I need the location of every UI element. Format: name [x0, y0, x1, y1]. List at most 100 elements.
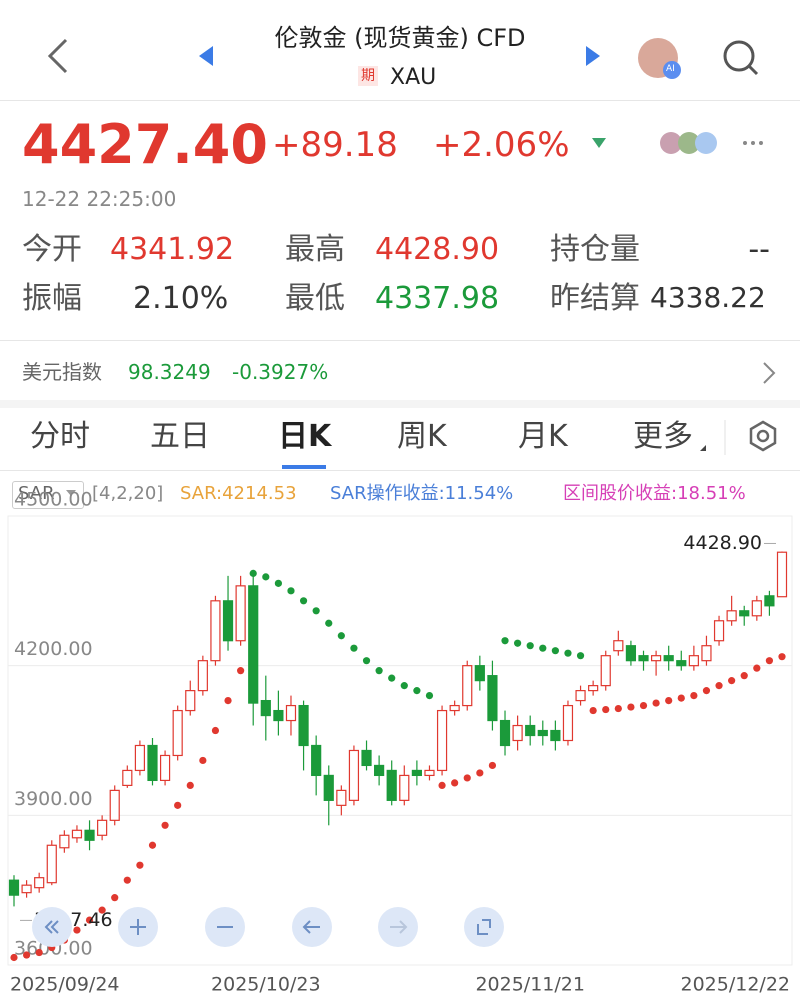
sar-dot	[514, 639, 522, 647]
more-triangle	[700, 445, 706, 451]
next-button[interactable]	[586, 46, 600, 66]
candle-body	[109, 789, 120, 821]
sar-dot	[211, 726, 220, 735]
sar-dot	[551, 647, 559, 655]
candle-body	[21, 884, 32, 894]
indicator-value: SAR:4214.53	[180, 483, 297, 504]
tab[interactable]: 月K	[518, 419, 568, 454]
candle-body	[260, 699, 271, 717]
candle-body	[399, 774, 410, 801]
sar-dot	[262, 573, 270, 581]
user-icon[interactable]	[660, 132, 682, 154]
sar-dot	[10, 953, 18, 962]
sar-dot	[438, 781, 446, 789]
settings-center	[756, 429, 770, 443]
sar-dot	[677, 694, 685, 702]
tab[interactable]: 周K	[397, 419, 447, 454]
sar-dot	[22, 951, 31, 959]
candle-body	[588, 685, 599, 692]
sar-dot	[413, 687, 421, 695]
price: 4427.40	[22, 113, 268, 176]
sar-dot	[186, 781, 194, 789]
more-dot[interactable]	[743, 141, 747, 145]
candle-body	[46, 844, 57, 884]
plot-frame	[7, 515, 793, 966]
quote-icons	[592, 132, 763, 154]
candle-body	[462, 665, 473, 707]
candle-body	[676, 660, 687, 667]
search-button[interactable]	[723, 40, 755, 72]
chart-controls	[32, 907, 504, 947]
sar-dot	[614, 704, 622, 713]
sar-dot	[388, 674, 396, 682]
candle-body	[663, 655, 674, 662]
tab[interactable]: 更多	[633, 419, 693, 454]
candle-body	[764, 595, 775, 607]
dropdown-arrow	[66, 490, 76, 496]
tab-active[interactable]: 日K	[278, 419, 332, 454]
stat-value: 4337.98	[375, 281, 500, 316]
sar-dot	[526, 642, 534, 650]
candle-body	[537, 729, 548, 737]
indicator-select[interactable]	[12, 481, 84, 509]
sar-dot	[488, 761, 497, 770]
tab[interactable]: 分时	[30, 419, 90, 454]
candle-body	[726, 610, 737, 622]
sar-dot	[639, 701, 648, 710]
chevron[interactable]	[760, 360, 780, 386]
candle-body	[348, 749, 360, 801]
y-tick-label: 4200.00	[14, 638, 93, 660]
indicator-params: [4,2,20]	[92, 483, 164, 504]
sar-dot	[463, 774, 471, 782]
sar-dot	[111, 894, 119, 902]
more-dot	[759, 141, 763, 145]
sar-dot	[274, 579, 282, 587]
sar-dot	[73, 926, 81, 934]
sar-dot	[501, 637, 509, 645]
sar-dot	[98, 906, 106, 914]
time: 12-22 22:25:00	[22, 187, 177, 211]
down-arrow	[592, 138, 606, 148]
weibo-icon[interactable]	[695, 132, 717, 154]
sar-dot	[400, 682, 408, 690]
candle-body	[298, 704, 309, 747]
candle-body	[713, 620, 725, 642]
y-tick-label: 4500.00	[14, 489, 93, 511]
sar-dot	[765, 657, 774, 665]
stat-value: 4341.92	[110, 232, 235, 267]
sar-dot	[602, 705, 610, 714]
sar-dot	[740, 672, 748, 680]
max-label: 4428.90	[683, 532, 762, 554]
stat-value: 2.10%	[133, 281, 229, 316]
candle-body	[613, 640, 624, 652]
sar-dot	[451, 779, 459, 787]
candle-body	[386, 769, 397, 801]
back-button[interactable]	[47, 38, 68, 74]
candle-body	[739, 610, 750, 617]
index-label[interactable]: 美元指数	[22, 360, 102, 384]
settings-button[interactable]	[749, 420, 777, 452]
sar-dot	[728, 677, 736, 685]
stat-label: 最高	[285, 232, 345, 267]
stat-value: 4338.22	[650, 281, 766, 314]
tag: 期	[358, 66, 378, 86]
sar-dot	[35, 948, 43, 957]
sar-dot	[753, 664, 761, 672]
x-tick-label: 2025/12/22	[680, 974, 790, 996]
candle-body	[311, 744, 322, 777]
divider	[0, 340, 800, 341]
prev-button[interactable]	[199, 46, 213, 66]
fullscreen-button[interactable]	[464, 907, 504, 947]
sar-dot	[123, 876, 131, 884]
stat-label: 持仓量	[550, 232, 640, 267]
candle-body	[638, 655, 649, 662]
candle-body	[701, 645, 712, 662]
sar-dot	[350, 644, 358, 652]
user-icon[interactable]	[678, 132, 700, 154]
sar-dot	[564, 649, 572, 657]
indicator-name: SAR	[18, 483, 55, 504]
candle-body	[436, 709, 448, 772]
tab[interactable]: 五日	[150, 419, 210, 454]
candle-body	[323, 774, 334, 801]
